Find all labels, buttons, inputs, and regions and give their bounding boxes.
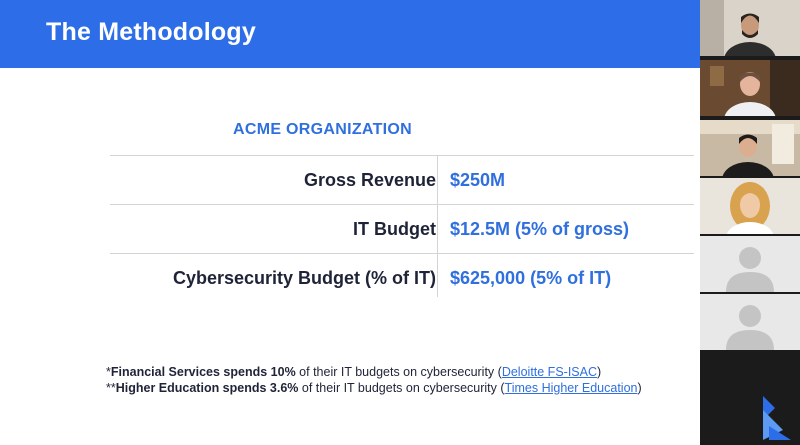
- footnote-suffix: ): [637, 381, 642, 395]
- participant-tile-6[interactable]: [700, 294, 800, 350]
- user-avatar-icon: [700, 294, 800, 350]
- footnote-suffix: ): [597, 365, 602, 379]
- footnote: *Financial Services spends 10% of their …: [106, 364, 642, 380]
- participant-video-column: [700, 0, 800, 350]
- footnote-marker: **: [106, 381, 116, 395]
- footnote-text: of their IT budgets on cybersecurity (: [298, 381, 505, 395]
- row-label: Cybersecurity Budget (% of IT): [172, 268, 436, 288]
- presentation-slide: The Methodology ACME ORGANIZATION Gross …: [0, 0, 700, 445]
- budget-table: Gross Revenue $250M IT Budget $12.5M (5%…: [110, 155, 694, 300]
- slide-title: The Methodology: [46, 18, 256, 46]
- participant-tile-1[interactable]: [700, 0, 800, 56]
- row-value: $625,000 (5% of IT): [450, 268, 612, 288]
- brand-logo-icon: [763, 396, 791, 440]
- footnote-text: of their IT budgets on cybersecurity (: [295, 365, 502, 379]
- footnote: **Higher Education spends 3.6% of their …: [106, 380, 642, 396]
- footnote-link-deloitte[interactable]: Deloitte FS-ISAC: [501, 365, 597, 379]
- table-row: Cybersecurity Budget (% of IT) $625,000 …: [110, 253, 694, 300]
- participant-tile-2[interactable]: [700, 60, 800, 116]
- org-title: ACME ORGANIZATION: [233, 121, 413, 138]
- row-value: $250M: [450, 170, 506, 190]
- row-label: IT Budget: [353, 219, 436, 239]
- footnote-bold: Financial Services spends 10%: [110, 365, 296, 379]
- participant-tile-4[interactable]: [700, 178, 800, 234]
- user-avatar-icon: [700, 236, 800, 292]
- participant-tile-5[interactable]: [700, 236, 800, 292]
- slide-header: The Methodology: [0, 0, 700, 68]
- row-value: $12.5M (5% of gross): [450, 219, 630, 239]
- footnote-bold: Higher Education spends 3.6%: [115, 381, 299, 395]
- table-row: Gross Revenue $250M: [110, 155, 694, 204]
- footnote-link-times[interactable]: Times Higher Education: [504, 381, 638, 395]
- participant-tile-3[interactable]: [700, 120, 800, 176]
- table-divider: [437, 155, 438, 297]
- row-label: Gross Revenue: [303, 170, 436, 190]
- table-row: IT Budget $12.5M (5% of gross): [110, 204, 694, 253]
- footnotes: *Financial Services spends 10% of their …: [106, 364, 642, 396]
- footnote-marker: *: [106, 365, 111, 379]
